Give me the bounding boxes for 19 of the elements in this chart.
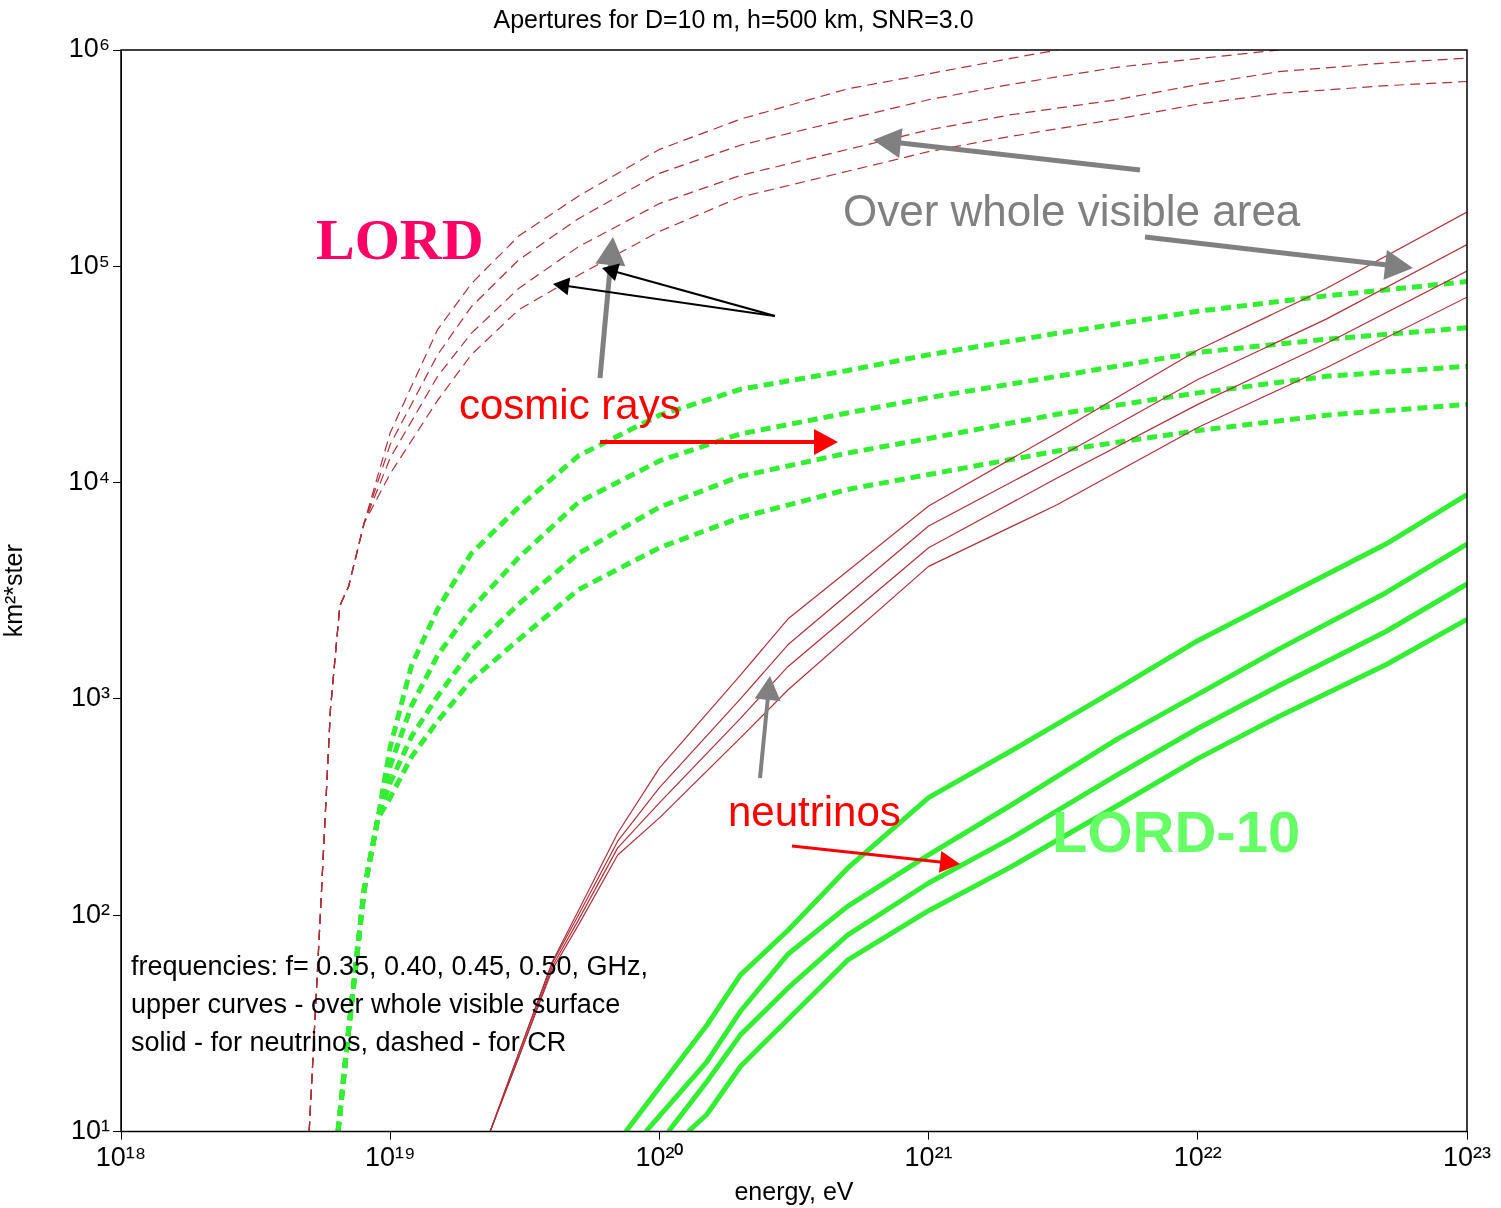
annotation: LORD-10 bbox=[1052, 798, 1301, 866]
annotation: LORD bbox=[316, 206, 484, 274]
y-tick-label: 10⁶ bbox=[68, 33, 110, 64]
x-tick-label: 10²³ bbox=[1442, 1142, 1492, 1173]
y-tick-label: 10⁴ bbox=[68, 466, 110, 497]
x-tick-label: 10²² bbox=[1173, 1142, 1222, 1173]
annotation: cosmic rays bbox=[459, 380, 681, 430]
x-tick-label: 10²⁰ bbox=[635, 1142, 684, 1173]
chart-title: Apertures for D=10 m, h=500 km, SNR=3.0 bbox=[493, 4, 974, 33]
x-tick-label: 10²¹ bbox=[904, 1142, 953, 1173]
y-tick-label: 10² bbox=[70, 898, 110, 929]
annotation: neutrinos bbox=[728, 787, 901, 837]
y-axis-title: km²*ster bbox=[0, 544, 27, 638]
annotation: solid - for neutrinos, dashed - for CR bbox=[131, 1026, 567, 1059]
y-tick-label: 10⁵ bbox=[68, 249, 110, 280]
annotation: Over whole visible area bbox=[843, 185, 1301, 237]
y-tick-label: 10³ bbox=[70, 682, 110, 713]
x-axis-title: energy, eV bbox=[734, 1176, 854, 1205]
x-tick-label: 10¹⁹ bbox=[364, 1142, 416, 1173]
